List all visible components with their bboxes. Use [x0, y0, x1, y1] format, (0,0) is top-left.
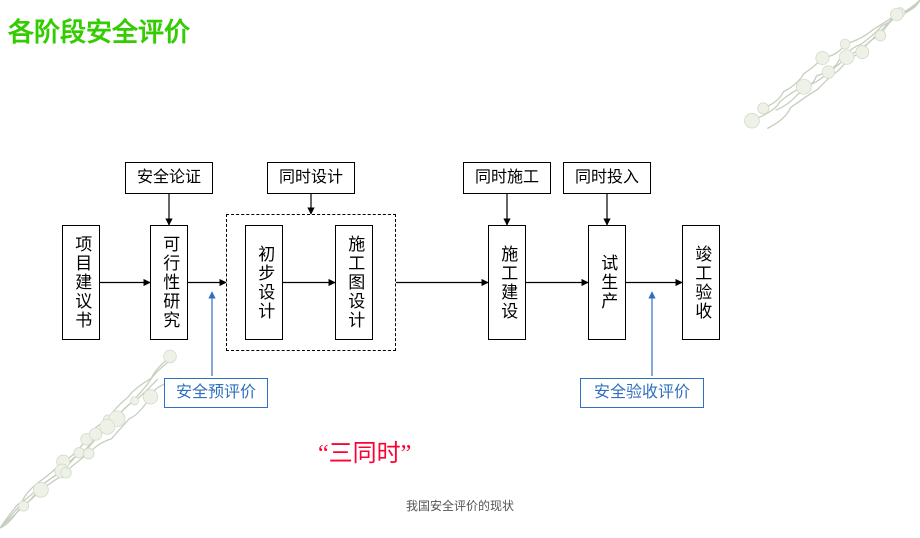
stage-proj-proposal: 项目建议书: [62, 225, 100, 340]
annotation-pre-eval: 安全预评价: [164, 378, 268, 408]
input-constr-sync: 同时施工: [463, 162, 551, 194]
stage-label: 施工图设计: [344, 235, 364, 330]
annotation-label: 安全预评价: [176, 383, 256, 402]
stage-feasibility: 可行性研究: [150, 225, 188, 340]
stage-label: 可行性研究: [159, 235, 179, 330]
input-design-sync: 同时设计: [267, 162, 355, 194]
stage-construction: 施工建设: [488, 225, 526, 340]
input-label: 同时投入: [575, 168, 639, 187]
input-safety-arg: 安全论证: [125, 162, 213, 194]
stage-constr-drawing: 施工图设计: [335, 225, 373, 340]
stage-prelim-design: 初步设计: [245, 225, 283, 340]
page-title: 各阶段安全评价 各阶段安全评价: [8, 12, 190, 49]
stage-label: 竣工验收: [691, 245, 711, 321]
three-simult-caption: “三同时”: [318, 433, 411, 468]
stage-label: 施工建设: [497, 245, 517, 321]
input-label: 同时设计: [279, 168, 343, 187]
page-title-fill: 各阶段安全评价: [8, 18, 190, 47]
stage-trial-prod: 试生产: [588, 225, 626, 340]
stage-completion: 竣工验收: [682, 225, 720, 340]
slide-footer: 我国安全评价的现状: [406, 497, 514, 514]
input-label: 安全论证: [137, 168, 201, 187]
stage-label: 项目建议书: [71, 235, 91, 330]
stage-label: 初步设计: [254, 245, 274, 321]
input-label: 同时施工: [475, 168, 539, 187]
connector-canvas: [0, 0, 920, 518]
annotation-accept-eval: 安全验收评价: [580, 378, 704, 408]
annotation-label: 安全验收评价: [594, 383, 690, 402]
input-launch-sync: 同时投入: [563, 162, 651, 194]
stage-label: 试生产: [597, 254, 617, 311]
